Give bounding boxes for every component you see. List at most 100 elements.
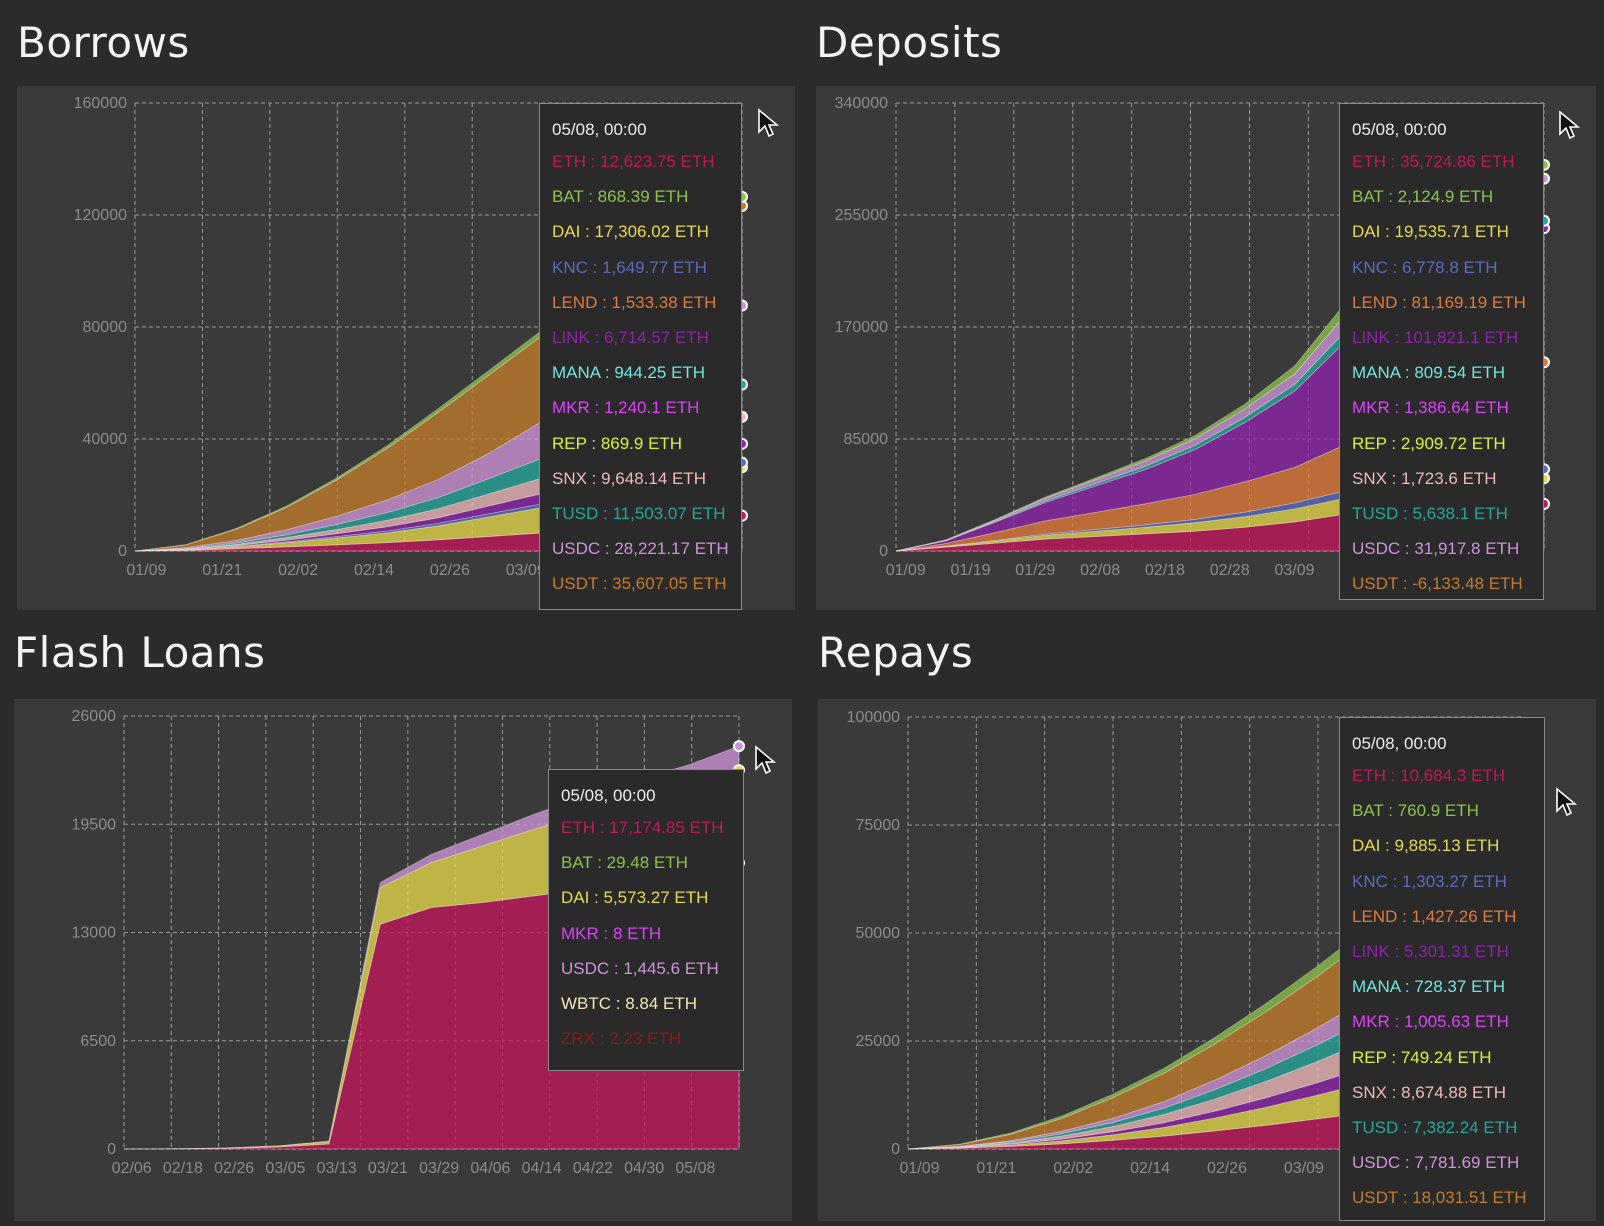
- tooltip-row-link: LINK : 101,821.1 ETH: [1352, 327, 1519, 347]
- tooltip-row-link: LINK : 6,714.57 ETH: [552, 327, 709, 347]
- y-tick-label: 0: [107, 1141, 116, 1158]
- tooltip-date: 05/08, 00:00: [1352, 734, 1447, 753]
- x-tick-label: 02/26: [430, 562, 470, 579]
- x-tick-label: 01/21: [976, 1160, 1016, 1177]
- x-tick-label: 02/14: [1130, 1160, 1170, 1177]
- tooltip-row-usdt: USDT : -6,133.48 ETH: [1352, 574, 1523, 594]
- y-tick-label: 340000: [835, 95, 888, 112]
- x-tick-label: 04/22: [573, 1160, 613, 1177]
- tooltip-row-mana: MANA : 809.54 ETH: [1352, 363, 1506, 383]
- tooltip-date: 05/08, 00:00: [561, 786, 656, 805]
- y-tick-label: 255000: [835, 207, 888, 224]
- x-tick-label: 02/02: [278, 562, 318, 579]
- tooltip-row-usdc: USDC : 31,917.8 ETH: [1352, 539, 1520, 559]
- deposits-title: Deposits: [816, 18, 1003, 67]
- tooltip-row-mana: MANA : 728.37 ETH: [1352, 977, 1506, 997]
- x-tick-label: 01/09: [126, 562, 166, 579]
- tooltip-row-dai: DAI : 17,306.02 ETH: [552, 222, 709, 242]
- y-tick-label: 160000: [74, 95, 127, 112]
- tooltip-row-bat: BAT : 2,124.9 ETH: [1352, 187, 1494, 207]
- tooltip-row-dai: DAI : 5,573.27 ETH: [561, 888, 709, 908]
- tooltip-row-mana: MANA : 944.25 ETH: [552, 363, 706, 383]
- x-tick-label: 04/14: [522, 1160, 562, 1177]
- tooltip-row-mkr: MKR : 1,240.1 ETH: [552, 398, 700, 418]
- x-tick-label: 01/09: [886, 562, 926, 579]
- borrows-title: Borrows: [17, 18, 190, 67]
- mouse-cursor-icon: [1559, 110, 1580, 140]
- tooltip-row-usdt: USDT : 18,031.51 ETH: [1352, 1188, 1527, 1208]
- x-tick-label: 03/09: [1284, 1160, 1324, 1177]
- x-tick-label: 03/13: [317, 1160, 357, 1177]
- tooltip-row-eth: ETH : 17,174.85 ETH: [561, 818, 724, 837]
- tooltip-row-mkr: MKR : 1,386.64 ETH: [1352, 398, 1509, 418]
- x-tick-label: 02/14: [354, 562, 394, 579]
- x-tick-label: 04/30: [624, 1160, 664, 1177]
- x-tick-label: 01/19: [950, 562, 990, 579]
- y-tick-label: 170000: [835, 319, 888, 336]
- tooltip-row-dai: DAI : 19,535.71 ETH: [1352, 222, 1509, 242]
- y-tick-label: 80000: [83, 319, 128, 336]
- x-tick-label: 03/29: [419, 1160, 459, 1177]
- tooltip-row-knc: KNC : 1,303.27 ETH: [1352, 871, 1507, 891]
- tooltip-row-knc: KNC : 6,778.8 ETH: [1352, 257, 1498, 277]
- tooltip-row-usdt: USDT : 35,607.05 ETH: [552, 574, 727, 594]
- tooltip-row-usdc: USDC : 28,221.17 ETH: [552, 539, 729, 559]
- tooltip-row-rep: REP : 749.24 ETH: [1352, 1047, 1492, 1067]
- y-tick-label: 19500: [72, 816, 117, 833]
- x-tick-label: 03/21: [368, 1160, 408, 1177]
- tooltip-row-lend: LEND : 81,169.19 ETH: [1352, 292, 1526, 312]
- tooltip-row-tusd: TUSD : 11,503.07 ETH: [552, 503, 726, 523]
- x-tick-label: 02/02: [1053, 1160, 1093, 1177]
- repays-tooltip: 05/08, 00:00 ETH : 10,684.3 ETH BAT : 760…: [1339, 717, 1545, 1221]
- tooltip-row-mkr: MKR : 8 ETH: [561, 923, 662, 943]
- tooltip-date: 05/08, 00:00: [552, 120, 647, 139]
- tooltip-row-tusd: TUSD : 7,382.24 ETH: [1352, 1117, 1518, 1137]
- tooltip-row-eth: ETH : 35,724.86 ETH: [1352, 152, 1515, 171]
- x-tick-label: 04/06: [470, 1160, 510, 1177]
- mouse-cursor-icon: [758, 108, 779, 138]
- tooltip-row-lend: LEND : 1,427.26 ETH: [1352, 906, 1517, 926]
- tooltip-row-bat: BAT : 29.48 ETH: [561, 853, 688, 873]
- tooltip-row-mkr: MKR : 1,005.63 ETH: [1352, 1012, 1509, 1032]
- tooltip-row-usdc: USDC : 7,781.69 ETH: [1352, 1153, 1520, 1173]
- tooltip-row-tusd: TUSD : 5,638.1 ETH: [1352, 503, 1508, 523]
- x-tick-label: 02/06: [112, 1160, 152, 1177]
- borrows-chart-panel[interactable]: 160000 120000 80000 40000 0 01/09 01/21 02/02 02…: [17, 86, 795, 610]
- flash-loans-tooltip: 05/08, 00:00 ETH : 17,174.85 ETH BAT : 29…: [548, 769, 744, 1071]
- y-tick-label: 0: [891, 1141, 900, 1158]
- repays-chart-panel[interactable]: 100000 75000 50000 25000 0 01/09 01/21 02/02 02/…: [818, 699, 1596, 1221]
- y-tick-label: 120000: [74, 207, 127, 224]
- y-tick-label: 13000: [72, 925, 117, 942]
- y-tick-label: 25000: [856, 1033, 901, 1050]
- x-tick-label: 02/08: [1080, 562, 1120, 579]
- x-tick-label: 02/26: [214, 1160, 254, 1177]
- tooltip-row-knc: KNC : 1,649.77 ETH: [552, 257, 707, 277]
- tooltip-row-lend: LEND : 1,533.38 ETH: [552, 292, 717, 312]
- tooltip-row-rep: REP : 2,909.72 ETH: [1352, 433, 1506, 453]
- y-tick-label: 85000: [844, 431, 889, 448]
- tooltip-row-dai: DAI : 9,885.13 ETH: [1352, 836, 1500, 856]
- tooltip-row-eth: ETH : 10,684.3 ETH: [1352, 766, 1506, 785]
- y-tick-label: 0: [118, 543, 127, 560]
- borrows-tooltip: 05/08, 00:00 ETH : 12,623.75 ETH BAT : 86…: [539, 103, 742, 610]
- x-tick-label: 03/09: [506, 562, 546, 579]
- tooltip-row-zrx: ZRX : 2.23 ETH: [561, 1029, 681, 1049]
- y-tick-label: 75000: [856, 817, 901, 834]
- tooltip-row-snx: SNX : 9,648.14 ETH: [552, 468, 707, 488]
- y-tick-label: 100000: [847, 709, 900, 726]
- tooltip-row-wbtc: WBTC : 8.84 ETH: [561, 993, 698, 1013]
- deposits-tooltip: 05/08, 00:00 ETH : 35,724.86 ETH BAT : 2,…: [1339, 103, 1544, 600]
- x-tick-label: 02/26: [1207, 1160, 1247, 1177]
- flash-loans-chart-panel[interactable]: 26000 19500 13000 6500 0 02/06 02/18 02/26 03/05…: [14, 699, 792, 1221]
- x-tick-label: 02/28: [1210, 562, 1250, 579]
- tooltip-row-rep: REP : 869.9 ETH: [552, 433, 683, 453]
- y-tick-label: 50000: [856, 925, 901, 942]
- tooltip-row-eth: ETH : 12,623.75 ETH: [552, 152, 715, 171]
- flash-loans-title: Flash Loans: [14, 628, 266, 677]
- tooltip-date: 05/08, 00:00: [1352, 120, 1447, 139]
- tooltip-row-snx: SNX : 1,723.6 ETH: [1352, 468, 1497, 488]
- mouse-cursor-icon: [1556, 787, 1577, 817]
- tooltip-row-usdc: USDC : 1,445.6 ETH: [561, 958, 719, 978]
- x-tick-label: 01/29: [1015, 562, 1055, 579]
- deposits-chart-panel[interactable]: 340000 255000 170000 85000 0 01/09 01/19 01/29 0…: [816, 86, 1596, 610]
